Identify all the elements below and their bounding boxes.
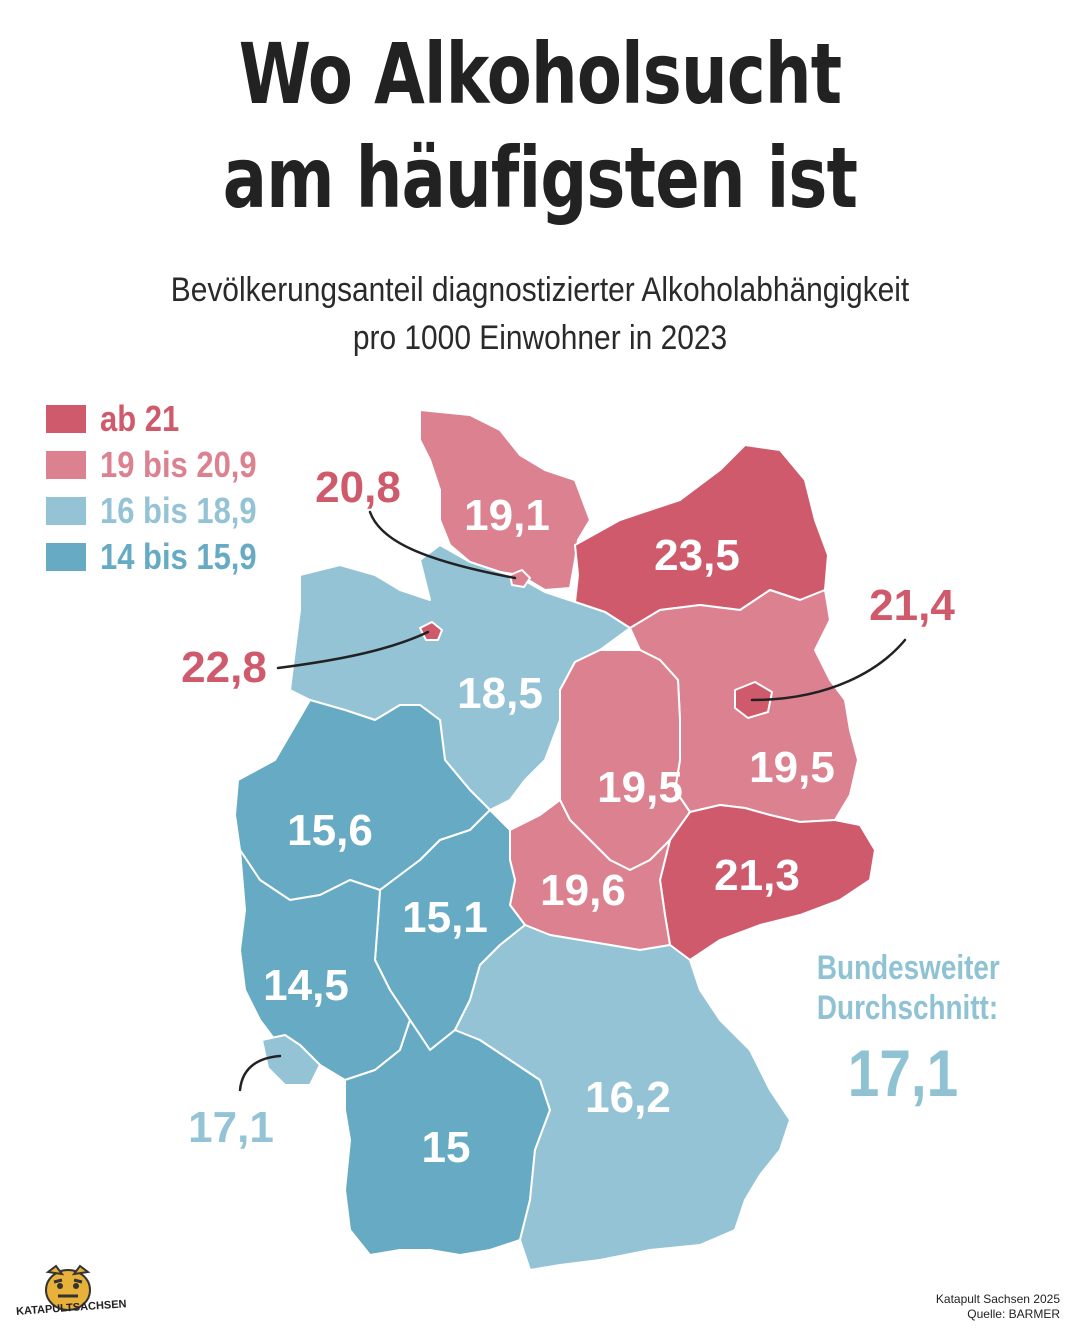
legend-label-ab-21: ab 21	[100, 398, 180, 439]
legend-item-ab-21: ab 21	[46, 396, 282, 442]
title-line-1: Wo Alkoholsucht	[238, 25, 842, 123]
subtitle-line-2: pro 1000 Einwohner in 2023	[352, 319, 728, 357]
legend-label-19-bis-20-9: 19 bis 20,9	[100, 444, 257, 485]
label-sachsen-anhalt: 19,5	[597, 763, 683, 812]
leader-line-hamburg	[368, 510, 517, 580]
legend-item-14-bis-15-9: 14 bis 15,9	[46, 534, 282, 580]
label-bayern: 16,2	[585, 1073, 671, 1122]
katapult-sachsen-logo	[45, 1264, 91, 1311]
source-line-1: Katapult Sachsen 2025	[935, 1292, 1060, 1306]
label-thueringen: 19,6	[540, 866, 626, 915]
label-mecklenburg-vorpommern: 23,5	[654, 531, 740, 580]
state-hamburg	[509, 569, 531, 588]
label-baden-wuerttemberg: 15	[422, 1123, 471, 1172]
legend-swatch-ab-21	[46, 405, 86, 433]
state-bayern	[454, 924, 791, 1271]
leader-line-berlin	[750, 638, 907, 702]
state-schleswig-holstein	[419, 409, 591, 591]
average-label-line-1: Bundesweiter	[816, 949, 1000, 987]
legend-swatch-14-bis-15-9	[46, 543, 86, 571]
label-saarland: 17,1	[188, 1103, 274, 1152]
legend-swatch-19-bis-20-9	[46, 451, 86, 479]
state-saarland	[261, 1034, 321, 1086]
legend-swatch-16-bis-18-9	[46, 497, 86, 525]
leader-line-saarland	[238, 1054, 282, 1092]
average-value: 17,1	[847, 1036, 959, 1110]
label-hamburg: 20,8	[315, 463, 401, 512]
legend-label-16-bis-18-9: 16 bis 18,9	[100, 490, 257, 531]
national-average: Bundesweiter Durchschnitt: 17,1	[798, 948, 1008, 1112]
label-sachsen: 21,3	[714, 851, 800, 900]
label-niedersachsen: 18,5	[457, 669, 543, 718]
subtitle-line-1: Bevölkerungsanteil diagnostizierter Alko…	[170, 271, 910, 309]
label-bremen: 22,8	[181, 643, 267, 692]
label-rheinland-pfalz: 14,5	[263, 961, 349, 1010]
average-label-line-2: Durchschnitt:	[816, 989, 999, 1027]
label-nordrhein-westfalen: 15,6	[287, 806, 373, 855]
label-brandenburg: 19,5	[749, 743, 835, 792]
state-bremen	[419, 621, 443, 641]
legend-item-16-bis-18-9: 16 bis 18,9	[46, 488, 282, 534]
label-schleswig-holstein: 19,1	[464, 491, 550, 540]
legend-item-19-bis-20-9: 19 bis 20,9	[46, 442, 282, 488]
leader-line-bremen	[276, 630, 430, 670]
source-credit: Katapult Sachsen 2025 Quelle: BARMER	[936, 1292, 1060, 1322]
subtitle: Bevölkerungsanteil diagnostizierter Alko…	[65, 266, 1015, 362]
label-hessen: 15,1	[402, 893, 488, 942]
title-line-2: am häufigsten ist	[222, 129, 858, 227]
page-title: Wo Alkoholsucht am häufigsten ist	[119, 22, 961, 230]
legend-label-14-bis-15-9: 14 bis 15,9	[100, 536, 257, 577]
label-berlin: 21,4	[869, 581, 955, 630]
legend: ab 21 19 bis 20,9 16 bis 18,9 14 bis 15,…	[46, 396, 282, 580]
source-line-2: Quelle: BARMER	[967, 1307, 1060, 1321]
